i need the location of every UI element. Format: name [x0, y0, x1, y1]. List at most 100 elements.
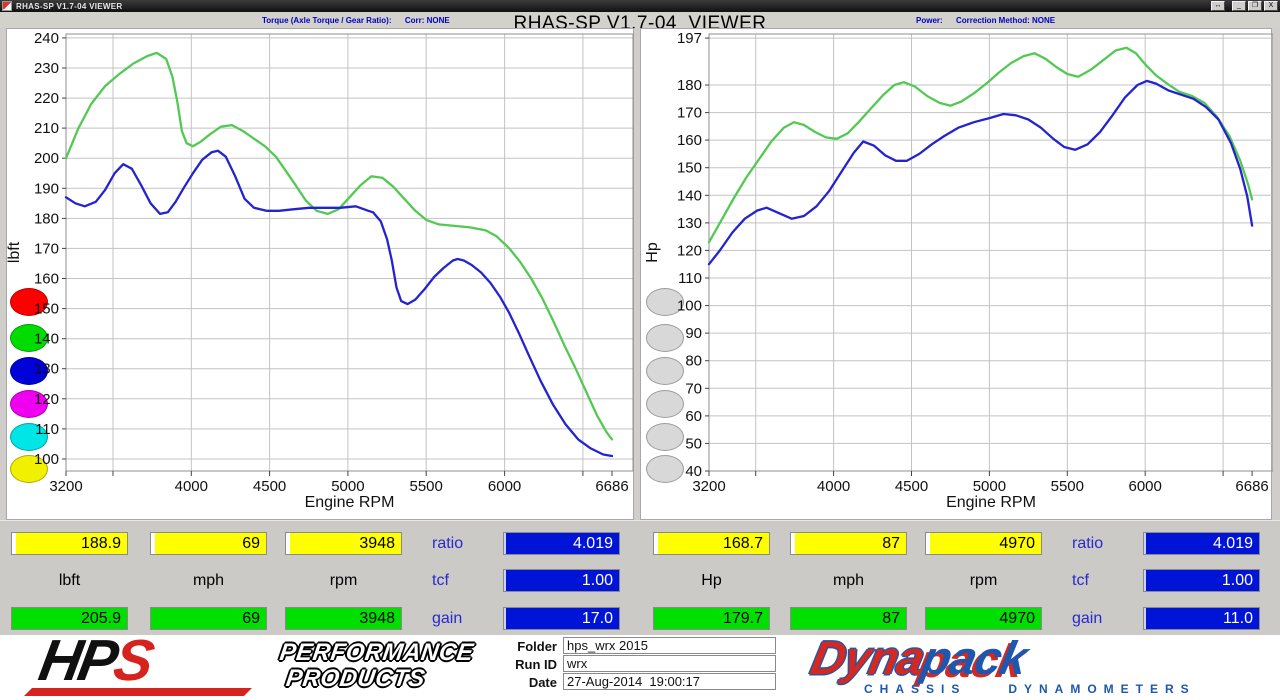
- run-button-yellow[interactable]: [10, 455, 48, 483]
- svg-text:3200: 3200: [692, 478, 725, 495]
- tcf-label: tcf: [1072, 572, 1089, 589]
- svg-text:210: 210: [34, 120, 59, 137]
- power-run1-rpm: 4970: [925, 532, 1042, 555]
- svg-text:6686: 6686: [1235, 478, 1268, 495]
- resize-button[interactable]: ↔: [1211, 1, 1225, 11]
- dynapack-logo-text: Dynapack: [806, 631, 1032, 684]
- app-title: RHAS-SP V1.7-04 VIEWER: [513, 13, 767, 28]
- run-button-gray-1[interactable]: [646, 288, 684, 316]
- run-button-gray-5[interactable]: [646, 423, 684, 451]
- run-info-fields: Folder Run ID Date: [505, 637, 776, 697]
- torque-unit-label: lbft: [58, 572, 81, 589]
- hps-performance-text: PERFORMANCE: [278, 639, 476, 666]
- rpm-unit-label: rpm: [969, 572, 998, 589]
- run-button-magenta[interactable]: [10, 390, 48, 418]
- app-icon: [2, 1, 12, 11]
- svg-text:Engine RPM: Engine RPM: [946, 494, 1036, 511]
- torque-ratio-value: 4.019: [503, 532, 620, 555]
- gain-label: gain: [1072, 610, 1103, 627]
- ratio-label: ratio: [1072, 535, 1104, 552]
- svg-text:100: 100: [34, 451, 59, 468]
- run-button-green[interactable]: [10, 324, 48, 352]
- svg-text:60: 60: [685, 408, 702, 425]
- run-id-input[interactable]: [563, 655, 776, 672]
- svg-text:170: 170: [677, 105, 702, 122]
- svg-text:150: 150: [34, 301, 59, 318]
- ratio-label: ratio: [432, 535, 464, 552]
- power-run2-mph: 87: [790, 607, 907, 630]
- svg-text:Hp: Hp: [644, 242, 661, 263]
- run-button-red[interactable]: [10, 288, 48, 316]
- svg-text:40: 40: [685, 463, 702, 480]
- svg-text:70: 70: [685, 380, 702, 397]
- svg-text:4500: 4500: [253, 478, 286, 495]
- svg-text:100: 100: [677, 298, 702, 315]
- power-run2-value: 179.7: [653, 607, 770, 630]
- header-strip: RHAS-SP V1.7-04 VIEWER Torque (Axle Torq…: [0, 12, 1280, 28]
- dynapack-logo: Dynapack CHASSIS DYNAMOMETERS: [806, 631, 1276, 699]
- svg-text:50: 50: [685, 435, 702, 452]
- run-button-gray-3[interactable]: [646, 357, 684, 385]
- svg-text:140: 140: [677, 187, 702, 204]
- svg-text:90: 90: [685, 325, 702, 342]
- torque-tcf-value: 1.00: [503, 569, 620, 592]
- run-button-blue[interactable]: [10, 357, 48, 385]
- svg-text:160: 160: [677, 132, 702, 149]
- svg-text:5500: 5500: [410, 478, 443, 495]
- torque-run1-mph: 69: [150, 532, 267, 555]
- minimize-button[interactable]: _: [1232, 1, 1246, 11]
- close-button[interactable]: X: [1264, 1, 1278, 11]
- svg-text:130: 130: [677, 215, 702, 232]
- date-label: Date: [528, 675, 557, 690]
- svg-text:6000: 6000: [1129, 478, 1162, 495]
- power-blue-run: [707, 79, 1254, 266]
- hps-logo-subtitle: PERFORMANCE PRODUCTS: [274, 639, 476, 692]
- svg-text:190: 190: [34, 180, 59, 197]
- svg-text:170: 170: [34, 240, 59, 257]
- date-input[interactable]: [563, 673, 776, 690]
- tcf-label: tcf: [432, 572, 449, 589]
- titlebar-title: RHAS-SP V1.7-04 VIEWER: [16, 1, 123, 11]
- torque-run1-rpm: 3948: [285, 532, 402, 555]
- svg-text:Engine RPM: Engine RPM: [305, 494, 395, 511]
- dynapack-dynamometers-text: DYNAMOMETERS: [1008, 682, 1196, 696]
- run-button-gray-6[interactable]: [646, 455, 684, 483]
- mph-unit-label: mph: [192, 572, 225, 589]
- svg-text:110: 110: [35, 421, 59, 438]
- power-green-run: [707, 46, 1254, 244]
- mph-unit-label: mph: [832, 572, 865, 589]
- svg-text:lbft: lbft: [7, 241, 23, 263]
- restore-button[interactable]: ❐: [1248, 1, 1262, 11]
- run-button-gray-4[interactable]: [646, 390, 684, 418]
- run-button-gray-2[interactable]: [646, 324, 684, 352]
- title-bar: RHAS-SP V1.7-04 VIEWER ↔ _ ❐ X: [0, 0, 1280, 12]
- dynapack-pack: pack: [917, 631, 1032, 684]
- cursor-values-panel: 188.9 69 3948 lbft mph rpm 205.9 69 3948…: [0, 520, 1280, 636]
- svg-text:220: 220: [34, 90, 59, 107]
- power-tcf-value: 1.00: [1143, 569, 1260, 592]
- run-id-label: Run ID: [515, 657, 557, 672]
- power-ratio-value: 4.019: [1143, 532, 1260, 555]
- run-button-cyan[interactable]: [10, 423, 48, 451]
- dynapack-logo-subtitle: CHASSIS DYNAMOMETERS: [864, 682, 1196, 696]
- power-run1-value: 168.7: [653, 532, 770, 555]
- torque-gain-value: 17.0: [503, 607, 620, 630]
- svg-text:130: 130: [34, 361, 59, 378]
- svg-text:110: 110: [678, 270, 702, 287]
- power-run1-mph: 87: [790, 532, 907, 555]
- svg-text:5000: 5000: [973, 478, 1006, 495]
- footer: HPS PERFORMANCE PRODUCTS Folder Run ID D…: [0, 628, 1280, 700]
- svg-text:6686: 6686: [595, 478, 628, 495]
- svg-text:160: 160: [34, 271, 59, 288]
- svg-text:120: 120: [677, 242, 702, 259]
- power-chart-panel: 197 180 170 160 150 140 130 120 110 100 90 80 70 60 50…: [640, 28, 1273, 520]
- svg-text:240: 240: [34, 30, 59, 47]
- svg-text:5500: 5500: [1051, 478, 1084, 495]
- folder-input[interactable]: [563, 637, 776, 654]
- svg-text:80: 80: [685, 353, 702, 370]
- power-chart-info: Power: Correction Method: NONE: [916, 16, 1056, 25]
- svg-text:4000: 4000: [175, 478, 208, 495]
- svg-text:230: 230: [34, 60, 59, 77]
- torque-blue-run: [64, 149, 614, 458]
- torque-chart-info: Torque (Axle Torque / Gear Ratio): Corr:…: [262, 16, 450, 25]
